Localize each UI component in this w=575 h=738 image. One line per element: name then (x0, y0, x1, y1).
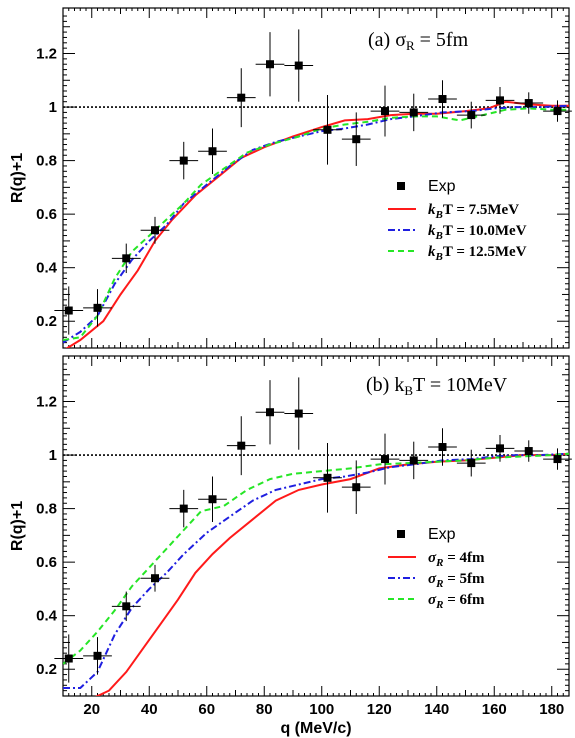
panel-a: 0.2 0.4 0.6 0.8 1 1.2 R(q)+1 (a) σR = 5fm Exp… (9, 7, 572, 349)
exp-data-point (438, 443, 447, 452)
x-tick-label: 40 (141, 701, 158, 718)
exp-data-point (266, 408, 274, 417)
exp-data-point (438, 95, 447, 104)
panel-b-x-tick-labels: 20 40 60 80 100 120 140 160 180 (83, 701, 564, 718)
panel-b-ticks (63, 356, 570, 697)
exp-data-point (151, 574, 159, 583)
exp-data-point (179, 156, 188, 165)
exp-data-point (409, 456, 418, 465)
exp-data-point (496, 96, 504, 105)
exp-data-point (237, 441, 246, 450)
y-tick-label: 0.6 (36, 554, 57, 571)
legend-exp-label: Exp (428, 526, 456, 543)
exp-data-point (93, 303, 102, 312)
exp-data-point (381, 107, 389, 116)
exp-data-point (208, 495, 217, 504)
exp-data-point (64, 306, 73, 315)
legend-exp-label: Exp (428, 178, 456, 195)
exp-data-point (467, 459, 476, 468)
panel-a-ticks (63, 8, 570, 349)
exp-data-point (64, 654, 73, 663)
panel-b-frame (62, 355, 570, 697)
y-tick-label: 0.2 (36, 313, 57, 330)
legend-label-1: kBT = 7.5MeV (428, 202, 519, 221)
panel-b-experiment-points (54, 377, 572, 683)
panel-a-y-tick-labels: 0.2 0.4 0.6 0.8 1 1.2 (36, 46, 58, 331)
panel-a-label: (a) σR = 5fm (368, 29, 469, 53)
y-tick-label: 0.6 (36, 206, 57, 223)
y-tick-label: 0.4 (36, 608, 58, 625)
exp-data-point (553, 455, 562, 464)
panel-b-y-axis-title: R(q)+1 (9, 501, 26, 551)
exp-data-point (266, 60, 274, 69)
exp-data-point (524, 99, 533, 108)
x-axis-title: q (MeV/c) (280, 720, 351, 737)
exp-data-point (294, 409, 303, 418)
y-tick-label: 0.8 (36, 153, 57, 170)
panel-a-frame (62, 7, 570, 349)
legend-label-1: σR = 4fm (428, 550, 485, 569)
y-tick-label: 1.2 (36, 46, 57, 63)
exp-data-point (151, 226, 159, 235)
y-tick-label: 1 (49, 447, 57, 464)
x-tick-label: 140 (424, 701, 449, 718)
panel-a-legend: Exp kBT = 7.5MeV kBT = 10.0MeV kBT = 12.5Me… (388, 178, 527, 263)
x-tick-label: 100 (309, 701, 334, 718)
legend-label-2: σR = 5fm (428, 571, 485, 590)
panel-b-y-tick-labels: 0.2 0.4 0.6 0.8 1 1.2 (36, 394, 58, 679)
legend-label-2: kBT = 10.0MeV (428, 223, 527, 242)
exp-data-point (294, 61, 303, 70)
y-tick-label: 0.8 (36, 501, 57, 518)
series-line-1 (65, 100, 569, 348)
exp-data-point (352, 483, 361, 492)
exp-data-point (323, 473, 332, 482)
panel-a-y-axis-title: R(q)+1 (9, 153, 26, 203)
exp-data-point (524, 447, 533, 456)
panel-b-label: (b) kBT = 10MeV (366, 374, 508, 398)
y-tick-label: 1 (49, 99, 57, 116)
panel-a-experiment-points (54, 29, 572, 335)
exp-data-point (179, 504, 188, 513)
y-tick-label: 1.2 (36, 394, 57, 411)
legend-exp-marker (397, 182, 405, 190)
exp-data-point (122, 602, 131, 611)
exp-data-point (352, 135, 361, 144)
exp-data-point (93, 651, 102, 660)
x-tick-label: 180 (539, 701, 564, 718)
exp-data-point (409, 108, 418, 117)
x-tick-label: 20 (83, 701, 100, 718)
exp-data-point (122, 254, 131, 263)
series-line-2 (63, 452, 569, 689)
panel-b: 0.2 0.4 0.6 0.8 1 1.2 20 40 60 80 100 120 140 160 180… (9, 355, 572, 737)
exp-data-point (496, 444, 504, 453)
exp-data-point (208, 147, 217, 156)
x-tick-label: 60 (198, 701, 215, 718)
exp-data-point (553, 107, 562, 116)
legend-label-3: σR = 6fm (428, 592, 485, 611)
exp-data-point (467, 111, 476, 120)
exp-data-point (323, 125, 332, 134)
panel-b-legend: Exp σR = 4fm σR = 5fm σR = 6fm (388, 526, 485, 611)
x-tick-label: 160 (482, 701, 507, 718)
y-tick-label: 0.4 (36, 260, 58, 277)
legend-exp-marker (397, 530, 405, 538)
legend-label-3: kBT = 12.5MeV (428, 244, 527, 263)
exp-data-point (381, 455, 389, 464)
x-tick-label: 80 (256, 701, 273, 718)
exp-data-point (237, 93, 246, 102)
x-tick-label: 120 (367, 701, 392, 718)
y-tick-label: 0.2 (36, 661, 57, 678)
